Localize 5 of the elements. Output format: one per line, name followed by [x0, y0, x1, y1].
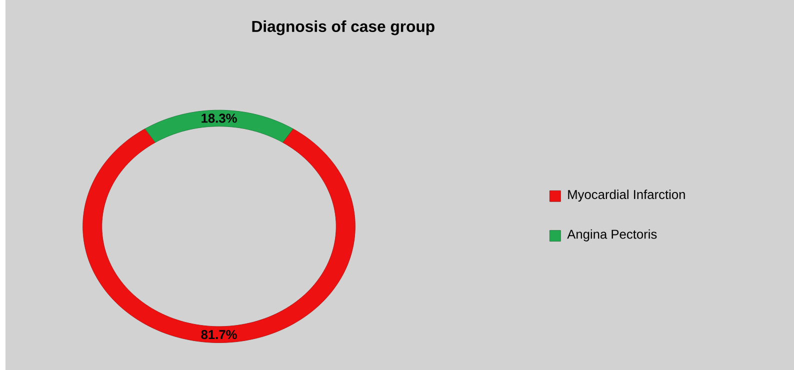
legend-label: Myocardial Infarction — [568, 189, 685, 202]
data-label: 18.3% — [202, 113, 237, 123]
chart-title: Diagnosis of case group — [252, 20, 434, 36]
data-label: 81.7% — [201, 330, 237, 339]
legend-label: Angina Pectoris — [567, 229, 657, 242]
